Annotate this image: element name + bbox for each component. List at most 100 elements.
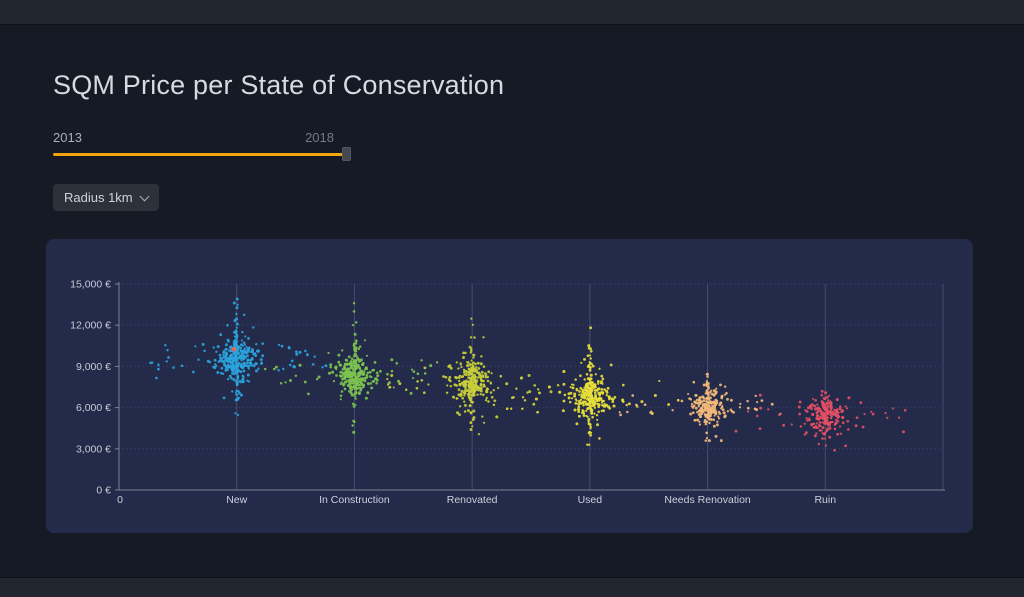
data-point[interactable] <box>445 391 449 395</box>
data-point[interactable] <box>810 403 814 406</box>
data-point[interactable] <box>712 418 715 421</box>
data-point[interactable] <box>234 391 238 394</box>
data-point[interactable] <box>724 414 727 418</box>
data-point[interactable] <box>462 368 466 371</box>
data-point[interactable] <box>294 374 298 378</box>
data-point[interactable] <box>226 377 230 381</box>
data-point[interactable] <box>521 396 525 399</box>
data-point[interactable] <box>833 411 837 415</box>
data-point[interactable] <box>352 302 356 305</box>
data-point[interactable] <box>464 383 467 386</box>
data-point[interactable] <box>708 421 711 425</box>
data-point[interactable] <box>463 410 467 413</box>
data-point[interactable] <box>804 409 807 412</box>
data-point[interactable] <box>341 349 344 352</box>
data-point[interactable] <box>427 383 430 386</box>
data-point[interactable] <box>331 370 335 374</box>
data-point[interactable] <box>231 362 235 366</box>
data-point[interactable] <box>597 410 600 414</box>
data-point[interactable] <box>235 362 238 366</box>
data-point[interactable] <box>343 362 347 366</box>
data-point[interactable] <box>828 426 832 430</box>
data-point[interactable] <box>598 367 601 370</box>
data-point[interactable] <box>277 369 280 372</box>
data-point[interactable] <box>353 332 357 336</box>
data-point[interactable] <box>807 406 810 410</box>
data-point[interactable] <box>350 376 354 379</box>
data-point[interactable] <box>252 326 255 329</box>
data-point[interactable] <box>489 381 492 384</box>
data-point[interactable] <box>357 391 361 395</box>
data-point[interactable] <box>732 411 735 414</box>
data-point[interactable] <box>375 371 379 375</box>
data-point[interactable] <box>386 372 389 376</box>
data-point[interactable] <box>721 408 725 412</box>
data-point[interactable] <box>247 348 251 352</box>
data-point[interactable] <box>469 377 473 381</box>
data-point[interactable] <box>227 365 231 368</box>
data-point[interactable] <box>249 350 253 354</box>
data-point[interactable] <box>583 396 587 400</box>
data-point[interactable] <box>483 421 486 424</box>
data-point[interactable] <box>902 430 905 434</box>
data-point[interactable] <box>475 366 478 369</box>
data-point[interactable] <box>567 396 571 400</box>
data-point[interactable] <box>707 398 711 401</box>
data-point[interactable] <box>469 336 473 339</box>
data-point[interactable] <box>307 392 310 396</box>
data-point[interactable] <box>754 394 757 398</box>
data-point[interactable] <box>225 348 228 351</box>
data-point[interactable] <box>239 393 243 397</box>
data-point[interactable] <box>479 389 483 393</box>
data-point[interactable] <box>354 403 357 406</box>
slider-track[interactable] <box>53 147 351 161</box>
data-point[interactable] <box>228 374 232 378</box>
data-point[interactable] <box>574 378 577 381</box>
data-point[interactable] <box>222 349 226 353</box>
data-point[interactable] <box>813 405 816 408</box>
data-point[interactable] <box>234 367 238 370</box>
data-point[interactable] <box>483 384 486 388</box>
data-point[interactable] <box>238 363 242 366</box>
data-point[interactable] <box>476 361 480 365</box>
data-point[interactable] <box>588 366 591 369</box>
data-point[interactable] <box>341 378 344 381</box>
data-point[interactable] <box>719 383 722 387</box>
data-point[interactable] <box>485 396 488 400</box>
data-point[interactable] <box>359 358 363 362</box>
data-point[interactable] <box>461 396 465 400</box>
data-point[interactable] <box>713 389 716 392</box>
data-point[interactable] <box>588 368 592 372</box>
data-point[interactable] <box>254 362 258 366</box>
data-point[interactable] <box>601 404 604 407</box>
data-point[interactable] <box>861 425 865 429</box>
data-point[interactable] <box>221 372 225 375</box>
data-point[interactable] <box>833 427 837 431</box>
data-point[interactable] <box>606 391 609 394</box>
data-point[interactable] <box>353 352 357 356</box>
data-point[interactable] <box>819 412 823 415</box>
data-point[interactable] <box>217 360 220 363</box>
data-point[interactable] <box>172 366 175 369</box>
data-point[interactable] <box>335 374 338 377</box>
data-point[interactable] <box>706 372 709 376</box>
data-point[interactable] <box>240 343 243 346</box>
data-point[interactable] <box>235 326 238 329</box>
data-point[interactable] <box>577 414 581 418</box>
data-point[interactable] <box>236 374 240 378</box>
data-point[interactable] <box>499 374 503 378</box>
data-point[interactable] <box>820 389 824 393</box>
data-point[interactable] <box>607 395 611 399</box>
data-point[interactable] <box>597 380 600 383</box>
data-point[interactable] <box>471 363 474 366</box>
data-point[interactable] <box>474 381 477 384</box>
data-point[interactable] <box>235 352 239 355</box>
data-point[interactable] <box>239 356 243 360</box>
data-point[interactable] <box>658 379 661 382</box>
data-point[interactable] <box>621 398 625 402</box>
data-point[interactable] <box>734 429 738 433</box>
data-point[interactable] <box>767 408 770 411</box>
data-point[interactable] <box>352 430 356 434</box>
data-point[interactable] <box>353 372 357 376</box>
highlighted-data-point[interactable] <box>231 346 237 352</box>
